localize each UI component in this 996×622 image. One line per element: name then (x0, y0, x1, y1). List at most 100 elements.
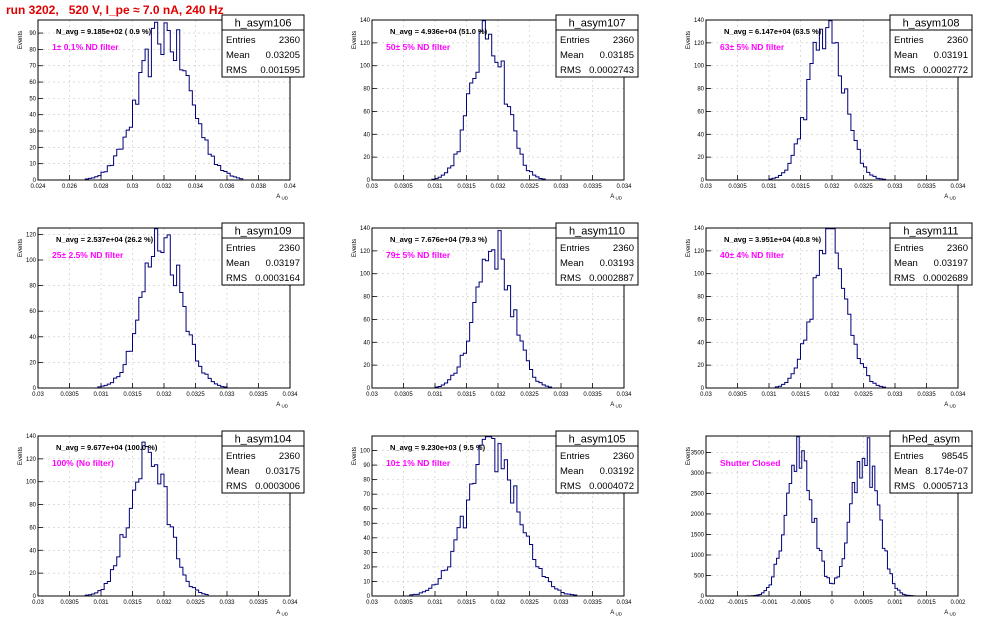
x-axis-label-subscript: UD (614, 404, 623, 409)
x-tick-label: 0.032 (156, 392, 172, 398)
y-tick-label: 140 (26, 434, 37, 440)
y-tick-label: 80 (697, 295, 704, 301)
x-axis-label-subscript: UD (614, 612, 623, 617)
y-tick-label: 80 (363, 295, 370, 301)
x-tick-label: -0.001 (760, 600, 778, 606)
x-tick-label: 0.0335 (583, 184, 602, 190)
y-tick-label: 20 (363, 155, 370, 161)
x-tick-label: 0.028 (93, 184, 109, 190)
histogram-panel-h_asym104: 0.03 0.0305 0.031 0.0315 0.032 0.0325 0.033 0.0… (18, 430, 305, 617)
y-tick-label: 100 (26, 480, 37, 486)
y-tick-label: 100 (360, 449, 371, 455)
histogram-name: h_asym111 (903, 226, 958, 238)
x-tick-label: 0.034 (616, 184, 632, 190)
x-tick-label: 0.031 (93, 600, 109, 606)
y-tick-label: 60 (363, 317, 370, 323)
histogram-panel-h_asym107: 0.03 0.0305 0.031 0.0315 0.032 0.0325 0.033 0.0… (352, 14, 639, 201)
x-tick-label: 0.0305 (60, 600, 79, 606)
stats-box (221, 14, 305, 78)
y-tick-label: 40 (363, 132, 370, 138)
x-tick-label: 0.031 (427, 600, 443, 606)
y-tick-label: 70 (363, 492, 370, 498)
stats-box (555, 222, 639, 286)
y-tick-label: 20 (697, 363, 704, 369)
y-tick-label: 140 (360, 226, 371, 232)
x-axis-label-subscript: UD (280, 404, 289, 409)
filter-annotation: 1± 0.1% ND filter (52, 42, 119, 52)
x-tick-label: 0.026 (62, 184, 78, 190)
stats-label: RMS (894, 65, 915, 76)
y-tick-label: 20 (29, 145, 36, 151)
y-tick-label: 90 (363, 463, 370, 469)
filter-annotation: 100% (No filter) (52, 458, 114, 468)
y-tick-label: 50 (363, 521, 370, 527)
y-tick-label: 0 (33, 594, 37, 600)
stats-box (221, 222, 305, 286)
stats-label: Entries (226, 451, 256, 462)
y-tick-label: 100 (694, 272, 705, 278)
stats-value: 0.03175 (266, 466, 300, 477)
stats-value: 8.174e-07 (925, 466, 968, 477)
x-tick-label: 0.0315 (457, 600, 476, 606)
histogram-name: h_asym105 (569, 434, 626, 446)
stats-label: Entries (560, 35, 590, 46)
stats-label: RMS (226, 481, 247, 492)
y-tick-label: 500 (694, 573, 705, 579)
histogram-panel-h_asym110: 0.03 0.0305 0.031 0.0315 0.032 0.0325 0.033 0.0… (352, 222, 639, 409)
x-tick-label: 0.032 (824, 392, 840, 398)
y-tick-label: 2500 (691, 491, 705, 497)
x-tick-label: 0.0315 (791, 392, 810, 398)
x-tick-label: 0.038 (251, 184, 267, 190)
stats-label: RMS (226, 273, 247, 284)
stats-value: 0.03191 (934, 50, 968, 61)
x-tick-label: 0.033 (553, 392, 569, 398)
y-tick-label: 80 (29, 284, 36, 290)
stats-value: 0.0005713 (923, 481, 968, 492)
x-tick-label: -0.0015 (727, 600, 748, 606)
y-tick-label: 0 (33, 178, 37, 184)
stats-value: 0.001595 (260, 65, 300, 76)
stats-label: RMS (226, 65, 247, 76)
navg-annotation: N_avg = 2.537e+04 (26.2 %) (56, 235, 154, 244)
x-axis-label-subscript: UD (280, 612, 289, 617)
x-tick-label: 0.031 (93, 392, 109, 398)
x-tick-label: 0.033 (219, 392, 235, 398)
y-tick-label: 20 (363, 363, 370, 369)
y-tick-label: 120 (26, 457, 37, 463)
navg-annotation: N_avg = 9.677e+04 (100.0 %) (56, 443, 158, 452)
histogram-bins (38, 21, 290, 181)
histogram-panel-h_asym108: 0.03 0.0305 0.031 0.0315 0.032 0.0325 0.033 0.0… (686, 14, 973, 201)
x-tick-label: 0.0315 (457, 392, 476, 398)
y-tick-label: 80 (363, 478, 370, 484)
stats-label: Entries (560, 243, 590, 254)
x-tick-label: 0.034 (616, 600, 632, 606)
y-tick-label: 60 (29, 309, 36, 315)
y-tick-label: 0 (701, 178, 705, 184)
stats-label: Mean (226, 50, 250, 61)
y-tick-label: 0 (33, 386, 37, 392)
stats-label: Mean (894, 258, 918, 269)
x-tick-label: 0.031 (761, 184, 777, 190)
stats-value: 0.0002887 (589, 273, 634, 284)
stats-value: 0.0002743 (589, 65, 634, 76)
x-tick-label: 0.024 (30, 184, 46, 190)
histogram-panel-h_asym109: 0.03 0.0305 0.031 0.0315 0.032 0.0325 0.033 0.0… (18, 222, 305, 409)
x-tick-label: 0.031 (427, 184, 443, 190)
x-tick-label: 0.033 (887, 184, 903, 190)
y-tick-label: 10 (363, 579, 370, 585)
stats-label: Entries (226, 243, 256, 254)
histogram-name: h_asym104 (235, 434, 292, 446)
filter-annotation: 63± 5% ND filter (720, 42, 785, 52)
x-axis-label: A UD (944, 610, 957, 617)
navg-annotation: N_avg = 3.951e+04 (40.8 %) (724, 235, 822, 244)
y-axis-label: Events (686, 239, 692, 257)
y-tick-label: 60 (363, 109, 370, 115)
y-tick-label: 3000 (691, 471, 705, 477)
navg-annotation: N_avg = 9.185e+02 ( 0.9 %) (56, 27, 152, 36)
x-tick-label: 0.0325 (854, 392, 873, 398)
stats-box (555, 430, 639, 494)
stats-value: 0.03197 (266, 258, 300, 269)
filter-annotation: 50± 5% ND filter (386, 42, 451, 52)
x-tick-label: 0.03 (366, 392, 378, 398)
y-tick-label: 0 (367, 386, 371, 392)
